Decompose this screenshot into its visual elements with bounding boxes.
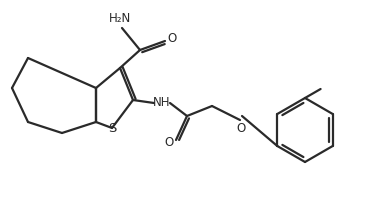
Text: S: S <box>108 122 116 135</box>
Text: O: O <box>164 137 174 149</box>
Text: H₂N: H₂N <box>109 13 131 25</box>
Text: NH: NH <box>153 97 171 110</box>
Text: O: O <box>236 121 246 135</box>
Text: O: O <box>167 32 177 46</box>
